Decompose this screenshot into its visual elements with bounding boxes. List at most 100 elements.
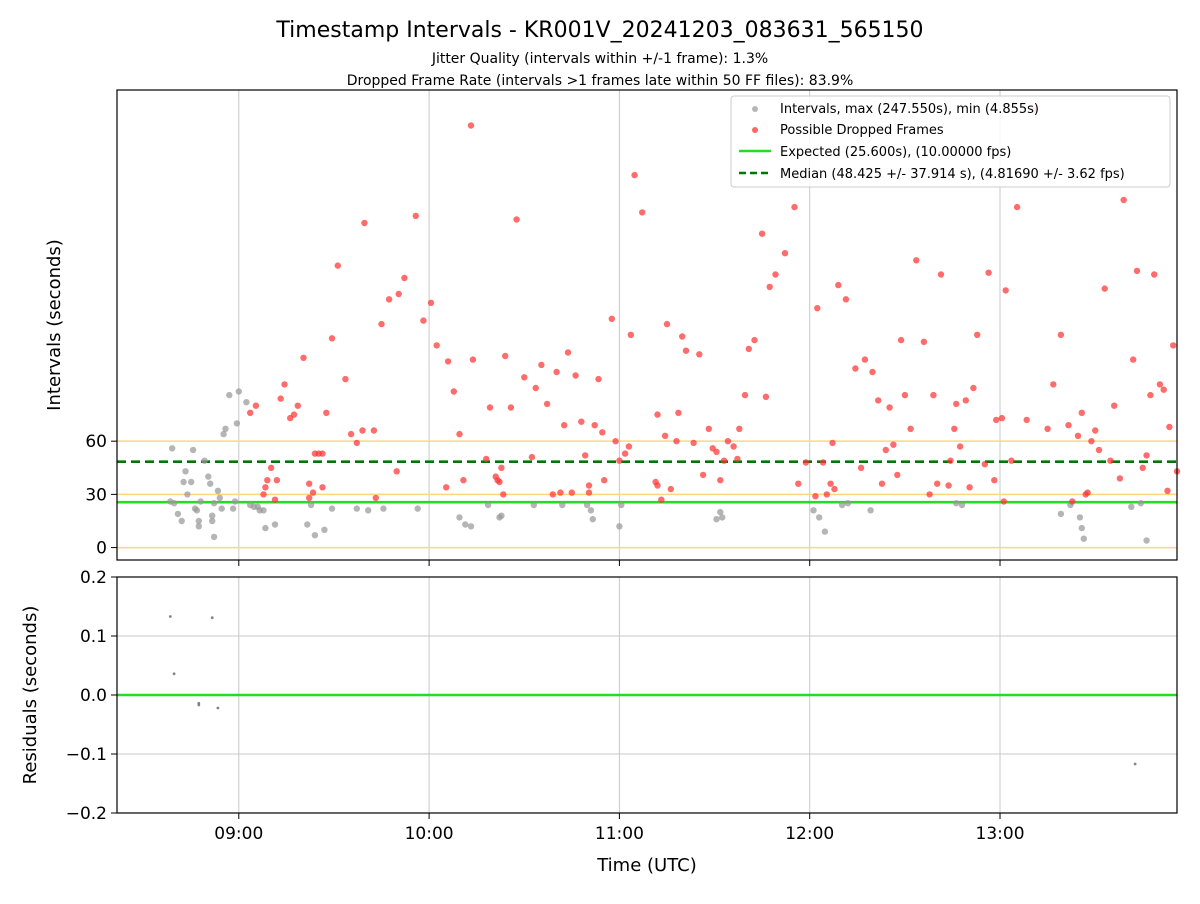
top-series-1-point-66	[564, 349, 572, 356]
x-axis-label: Time (UTC)	[596, 855, 697, 876]
top-series-0-point-48	[414, 505, 421, 512]
top-series-1-point-62	[549, 491, 556, 498]
top-series-1-point-40	[443, 484, 450, 491]
top-series-1-point-89	[661, 432, 669, 439]
x-tick-label-11-00: 11:00	[595, 824, 644, 844]
top-series-0-point-40	[304, 521, 311, 528]
top-series-1-point-31	[378, 320, 385, 328]
top-series-0-point-42	[311, 532, 319, 539]
top-series-1-point-161	[1000, 498, 1007, 505]
top-series-1-point-75	[599, 429, 606, 436]
top-series-1-point-192	[1164, 487, 1171, 494]
top-series-0-point-9	[189, 446, 197, 454]
intervals-reference-lines	[117, 440, 1177, 549]
top-series-1-point-153	[966, 484, 973, 491]
top-series-1-point-46	[469, 356, 477, 363]
top-series-0-point-49	[456, 514, 463, 521]
top-series-1-point-0	[247, 409, 254, 416]
top-series-1-point-98	[699, 471, 707, 479]
top-series-0-point-46	[365, 507, 372, 514]
top-series-1-point-171	[1069, 498, 1076, 505]
top-series-1-point-159	[993, 416, 1000, 424]
top-series-0-point-5	[180, 478, 187, 486]
top-series-1-point-106	[734, 455, 741, 463]
top-series-1-point-30	[372, 494, 379, 502]
top-series-1-point-27	[359, 427, 366, 434]
top-series-0-point-70	[867, 507, 874, 514]
top-series-1-point-169	[1057, 331, 1065, 338]
top-series-1-point-47	[483, 455, 490, 463]
top-series-1-point-131	[869, 368, 876, 376]
top-series-1-point-120	[814, 305, 821, 312]
top-series-1-point-52	[498, 464, 505, 471]
top-series-1-point-167	[1044, 425, 1051, 432]
top-series-1-point-54	[502, 352, 509, 360]
top-series-0-point-13	[195, 517, 202, 525]
top-series-0-point-80	[1143, 537, 1150, 544]
top-series-1-point-80	[621, 450, 629, 457]
top-series-1-point-2	[260, 491, 267, 498]
top-series-1-point-137	[894, 471, 901, 479]
top-series-1-point-194	[1170, 342, 1177, 349]
top-series-1-point-56	[513, 216, 520, 223]
top-series-0-point-52	[484, 501, 492, 509]
top-series-1-point-122	[823, 491, 830, 498]
top-series-1-point-42	[450, 388, 457, 395]
top-series-1-point-181	[1111, 402, 1118, 409]
top-series-1-point-116	[791, 203, 798, 211]
top-series-1-point-149	[951, 425, 958, 432]
top-series-1-point-55	[507, 404, 515, 411]
intervals-plot: 0 30 60 Intervals (seconds) Intervals, max…	[44, 89, 1181, 566]
chart-title: Timestamp Intervals - KR001V_20241203_08…	[275, 18, 923, 43]
top-series-0-point-71	[953, 500, 960, 507]
bot-series-0-point-6	[1133, 762, 1137, 766]
y-tick-label-0-1: 0.1	[80, 627, 107, 647]
top-series-0-point-12	[195, 523, 202, 530]
intervals-y-axis-label: Intervals (seconds)	[44, 239, 65, 411]
top-series-1-point-140	[907, 425, 914, 432]
top-series-1-point-128	[852, 365, 859, 372]
intervals-ticks: 0 30 60	[85, 432, 1001, 566]
top-series-1-point-44	[460, 477, 467, 484]
top-series-0-point-28	[229, 505, 237, 512]
top-series-1-point-72	[585, 489, 593, 496]
top-series-0-point-24	[218, 505, 225, 512]
top-series-1-point-9	[281, 381, 288, 388]
top-series-0-point-27	[226, 391, 233, 399]
top-series-1-point-96	[690, 439, 697, 447]
intervals-points	[167, 106, 1181, 544]
top-series-0-point-7	[184, 491, 191, 498]
top-series-1-point-119	[812, 493, 819, 500]
top-series-0-point-29	[231, 498, 239, 505]
top-series-0-point-79	[1137, 500, 1145, 507]
top-series-0-point-21	[210, 500, 218, 507]
top-series-1-point-64	[557, 489, 564, 496]
top-series-1-point-135	[886, 404, 893, 411]
top-series-1-point-22	[328, 335, 336, 342]
top-series-1-point-39	[433, 342, 440, 349]
top-series-1-point-133	[878, 480, 886, 487]
top-series-1-point-76	[601, 477, 608, 484]
top-series-0-point-65	[810, 507, 817, 514]
legend: Intervals, max (247.550s), min (4.855s) …	[730, 95, 1171, 188]
top-series-1-point-19	[319, 450, 326, 457]
top-series-1-point-141	[913, 257, 920, 264]
top-series-1-point-53	[500, 491, 507, 498]
top-series-1-point-129	[857, 464, 865, 471]
top-series-0-point-38	[262, 524, 269, 532]
top-series-1-point-154	[970, 384, 977, 392]
top-series-1-point-136	[890, 441, 897, 448]
y-tick-label-0-2: 0.2	[80, 568, 107, 588]
top-series-0-point-59	[589, 516, 596, 523]
top-series-1-point-20	[319, 484, 326, 491]
top-series-1-point-5	[267, 464, 275, 471]
top-series-0-point-15	[201, 457, 208, 464]
legend-box	[730, 95, 1171, 188]
top-series-1-point-165	[1023, 416, 1030, 424]
top-series-0-point-45	[353, 505, 360, 512]
top-series-1-point-79	[616, 457, 623, 464]
top-series-1-point-63	[553, 368, 560, 376]
top-series-0-point-30	[233, 420, 241, 427]
top-series-0-point-8	[188, 478, 195, 486]
top-series-1-point-168	[1050, 381, 1057, 388]
